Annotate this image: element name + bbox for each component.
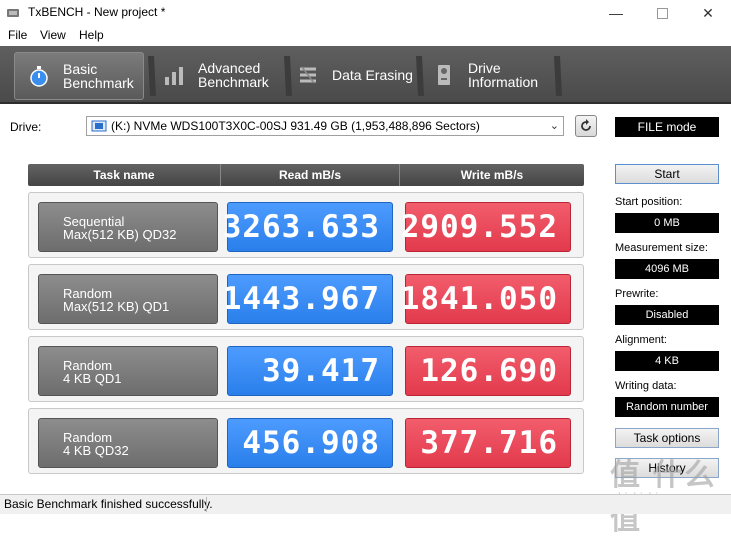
write-value: 126.690 (405, 346, 571, 396)
tab-data-erasing[interactable]: Data Erasing (284, 52, 414, 98)
task-button[interactable]: Random 4 KB QD1 (38, 346, 218, 396)
refresh-button[interactable] (575, 115, 597, 137)
menu-bar: File View Help (0, 26, 731, 46)
task-name-line2: 4 KB QD1 (63, 371, 122, 386)
drive-icon (91, 120, 107, 132)
task-name-line2: Max(512 KB) QD32 (63, 227, 177, 242)
writing-data-value[interactable]: Random number (615, 397, 719, 417)
prewrite-value[interactable]: Disabled (615, 305, 719, 325)
task-button[interactable]: Sequential Max(512 KB) QD32 (38, 202, 218, 252)
start-button[interactable]: Start (615, 164, 719, 184)
refresh-icon (581, 119, 591, 131)
tab-basic-benchmark[interactable]: Basic Benchmark (14, 52, 144, 100)
tab-separator (416, 56, 424, 96)
bar-chart-icon (160, 61, 188, 89)
tab-label-line1: Data Erasing (332, 67, 413, 83)
tab-label-line1: Drive (468, 60, 501, 76)
main-tabs: Basic Benchmark Advanced Benchmark Data Er… (0, 46, 731, 104)
title-bar: TxBENCH - New project * — ✕ (0, 0, 731, 26)
start-position-label: Start position: (615, 196, 683, 208)
tab-drive-information[interactable]: Drive Information (420, 52, 550, 98)
minimize-button[interactable]: — (609, 5, 623, 21)
prewrite-label: Prewrite: (615, 288, 659, 300)
task-button[interactable]: Random Max(512 KB) QD1 (38, 274, 218, 324)
table-header: Task name Read mB/s Write mB/s (28, 164, 584, 186)
write-value: 1841.050 (401, 274, 571, 324)
read-value: 456.908 (227, 418, 393, 468)
drive-selected-value: (K:) NVMe WDS100T3X0C-00SJ 931.49 GB (1,… (111, 119, 480, 133)
task-name-line2: 4 KB QD32 (63, 443, 129, 458)
table-row: Sequential Max(512 KB) QD32 3263.633 290… (28, 192, 584, 258)
tab-separator (284, 56, 292, 96)
table-row: Random 4 KB QD1 39.417 126.690 (28, 336, 584, 402)
status-text: Basic Benchmark finished successfully. (4, 497, 213, 511)
menu-file[interactable]: File (8, 28, 28, 42)
writing-data-label: Writing data: (615, 380, 677, 392)
alignment-label: Alignment: (615, 334, 667, 346)
chevron-down-icon[interactable]: ⌄ (549, 120, 559, 132)
status-bar: Basic Benchmark finished successfully. (0, 494, 731, 514)
tab-label-line1: Basic (63, 61, 98, 77)
task-name-line1: Sequential (63, 214, 125, 229)
task-options-button[interactable]: Task options (615, 428, 719, 448)
measurement-size-label: Measurement size: (615, 242, 708, 254)
eraser-icon (294, 61, 322, 89)
app-icon (7, 9, 19, 17)
task-button[interactable]: Random 4 KB QD32 (38, 418, 218, 468)
read-value: 3263.633 (223, 202, 393, 252)
header-read: Read mB/s (221, 164, 400, 186)
read-value: 1443.967 (223, 274, 393, 324)
start-position-value[interactable]: 0 MB (615, 213, 719, 233)
write-value: 2909.552 (401, 202, 571, 252)
menu-help[interactable]: Help (79, 28, 104, 42)
measurement-size-value[interactable]: 4096 MB (615, 259, 719, 279)
write-value: 377.716 (405, 418, 571, 468)
drive-info-icon (430, 61, 458, 89)
tab-separator (148, 56, 156, 96)
tab-label-line2: Benchmark (198, 74, 269, 90)
tab-label-line1: Advanced (198, 60, 261, 76)
window-title: TxBENCH - New project * (28, 5, 166, 19)
task-name-line2: Max(512 KB) QD1 (63, 299, 170, 314)
table-row: Random 4 KB QD32 456.908 377.716 (28, 408, 584, 474)
header-write: Write mB/s (460, 168, 524, 182)
task-name-line1: Random (63, 358, 113, 373)
history-button[interactable]: History (615, 458, 719, 478)
task-name-line1: Random (63, 430, 113, 445)
close-button[interactable]: ✕ (702, 4, 714, 21)
read-value: 39.417 (227, 346, 393, 396)
drive-select[interactable]: (K:) NVMe WDS100T3X0C-00SJ 931.49 GB (1,… (86, 116, 564, 136)
stopwatch-icon (25, 62, 53, 90)
mode-indicator: FILE mode (615, 117, 719, 137)
tab-separator (554, 56, 562, 96)
maximize-button[interactable] (639, 0, 685, 26)
menu-view[interactable]: View (40, 28, 66, 42)
drive-label: Drive: (10, 120, 42, 134)
status-divider (206, 497, 207, 512)
tab-label-line2: Information (468, 74, 539, 90)
alignment-value[interactable]: 4 KB (615, 351, 719, 371)
tab-advanced-benchmark[interactable]: Advanced Benchmark (150, 52, 278, 98)
drive-row: Drive: (K:) NVMe WDS100T3X0C-00SJ 931.49… (0, 110, 731, 144)
task-name-line1: Random (63, 286, 113, 301)
tab-label-line2: Benchmark (63, 75, 134, 91)
header-task-name: Task name (28, 164, 221, 186)
table-row: Random Max(512 KB) QD1 1443.967 1841.050 (28, 264, 584, 330)
